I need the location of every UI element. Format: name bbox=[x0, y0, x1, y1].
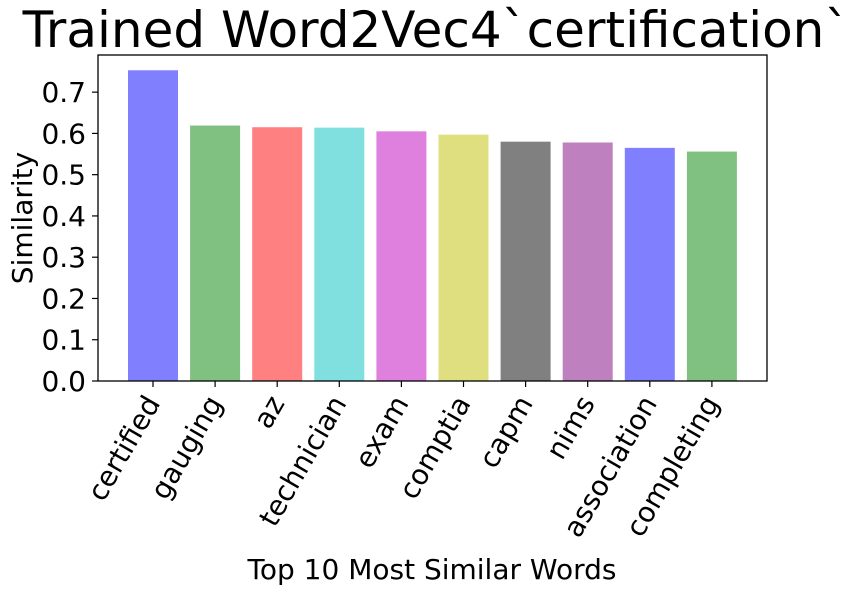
y-axis: 0.0 0.1 0.2 0.3 0.4 0.5 0.6 0.7 bbox=[41, 76, 98, 398]
bar-comptia bbox=[438, 134, 489, 381]
plot-area-frame bbox=[97, 54, 768, 382]
y-tick-label: 0.1 bbox=[41, 324, 86, 357]
x-tick-label: exam bbox=[348, 390, 415, 474]
x-tick-label: capm bbox=[472, 390, 539, 474]
y-tick-label: 0.2 bbox=[41, 282, 86, 315]
y-tick-label: 0.6 bbox=[41, 117, 86, 150]
bars-group bbox=[128, 70, 737, 382]
x-tick-label: az bbox=[247, 390, 292, 434]
bar-certified bbox=[128, 70, 178, 382]
bar-completing bbox=[686, 151, 737, 381]
bar-gauging bbox=[190, 125, 241, 381]
bar-technician bbox=[314, 127, 365, 381]
y-tick-label: 0.5 bbox=[41, 159, 86, 192]
bar-exam bbox=[376, 131, 427, 381]
bar-nims bbox=[562, 142, 613, 381]
bar-capm bbox=[500, 141, 551, 381]
y-tick-label: 0.4 bbox=[41, 200, 86, 233]
chart-title: Trained Word2Vec4`certification` bbox=[22, 1, 850, 59]
x-tick-label: nims bbox=[539, 390, 601, 465]
y-tick-label: 0.0 bbox=[41, 365, 86, 398]
y-tick-label: 0.7 bbox=[41, 76, 86, 109]
x-axis-label: Top 10 Most Similar Words bbox=[247, 553, 617, 586]
bar-association bbox=[624, 147, 675, 381]
y-axis-label: Similarity bbox=[6, 152, 39, 284]
y-tick-label: 0.3 bbox=[41, 241, 86, 274]
bar-az bbox=[252, 127, 303, 381]
